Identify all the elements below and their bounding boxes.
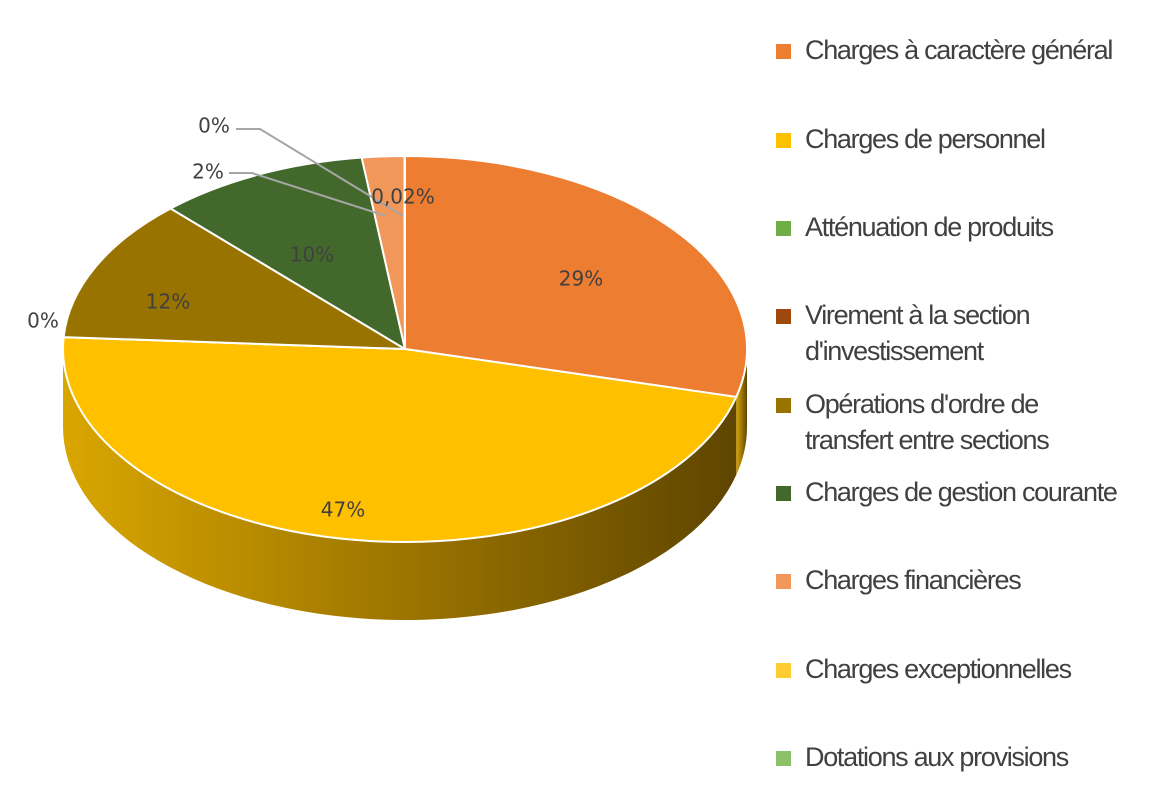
legend-item-attenuation-produits[interactable]: Atténuation de produits <box>776 209 1161 245</box>
pie-side-charges-a-caractere-general <box>736 349 747 475</box>
data-label-charges-financieres: 2% <box>192 160 224 184</box>
data-label-charges-de-personnel: 47% <box>321 498 365 522</box>
leader-line-charges-exceptionnelles <box>236 128 404 217</box>
legend-label: Charges exceptionnelles <box>805 654 1072 684</box>
legend-swatch <box>776 486 791 501</box>
legend-label: Charges à caractère général <box>805 35 1113 65</box>
pie-chart: 29% 47% 0% 12% 10% 2% 0% 0,02% <box>27 114 748 620</box>
legend-item-virement-section[interactable]: Virement à la section d'investissement <box>776 297 1161 369</box>
legend-swatch <box>776 44 791 59</box>
pie-slice-charges-de-personnel[interactable] <box>62 336 738 543</box>
legend-swatch <box>776 221 791 236</box>
legend: Charges à caractère général Charges de p… <box>776 0 1166 805</box>
data-label-charges-exceptionnelles: 0% <box>198 114 230 138</box>
pie-slice-charges-a-caractere-general[interactable] <box>404 155 748 398</box>
legend-label-line: Opérations d'ordre de <box>805 389 1039 419</box>
legend-label: Opérations d'ordre de transfert entre se… <box>805 386 1050 458</box>
legend-label: Charges de gestion courante <box>805 477 1118 507</box>
legend-item-operations-ordre[interactable]: Opérations d'ordre de transfert entre se… <box>776 386 1161 458</box>
legend-label: Charges de personnel <box>805 124 1046 154</box>
legend-item-gestion-courante[interactable]: Charges de gestion courante <box>776 474 1161 510</box>
legend-swatch <box>776 309 791 324</box>
legend-item-dotations-provisions[interactable]: Dotations aux provisions <box>776 739 1161 775</box>
legend-item-charges-financieres[interactable]: Charges financières <box>776 562 1161 598</box>
legend-label-line: Virement à la section <box>805 300 1031 330</box>
legend-label: Atténuation de produits <box>805 212 1054 242</box>
data-label-operations-d-ordre-de-transfert-entre-sections: 12% <box>146 290 190 314</box>
legend-swatch <box>776 133 791 148</box>
legend-item-charges-caractere-general[interactable]: Charges à caractère général <box>776 32 1161 68</box>
pie-slice-operations-d-ordre-de-transfert-entre-sections[interactable] <box>62 207 406 350</box>
legend-label-line: transfert entre sections <box>805 425 1050 455</box>
legend-label-line: d'investissement <box>805 336 984 366</box>
data-label-dotations-aux-provisions: 0,02% <box>371 185 435 209</box>
data-label-charges-a-caractere-general: 29% <box>559 267 603 291</box>
legend-item-charges-exceptionnelles[interactable]: Charges exceptionnelles <box>776 651 1161 687</box>
legend-swatch <box>776 574 791 589</box>
legend-item-charges-personnel[interactable]: Charges de personnel <box>776 121 1161 157</box>
legend-label: Dotations aux provisions <box>805 742 1069 772</box>
legend-swatch <box>776 663 791 678</box>
data-label-charges-de-gestion-courante: 10% <box>290 243 334 267</box>
data-label-attenuation-de-produits: 0% <box>27 309 59 333</box>
legend-swatch <box>776 751 791 766</box>
legend-label: Charges financières <box>805 565 1022 595</box>
legend-label: Virement à la section d'investissement <box>805 297 1031 369</box>
leader-line-charges-financieres <box>229 172 387 217</box>
legend-swatch <box>776 398 791 413</box>
pie-side-charges-de-personnel <box>63 349 737 620</box>
